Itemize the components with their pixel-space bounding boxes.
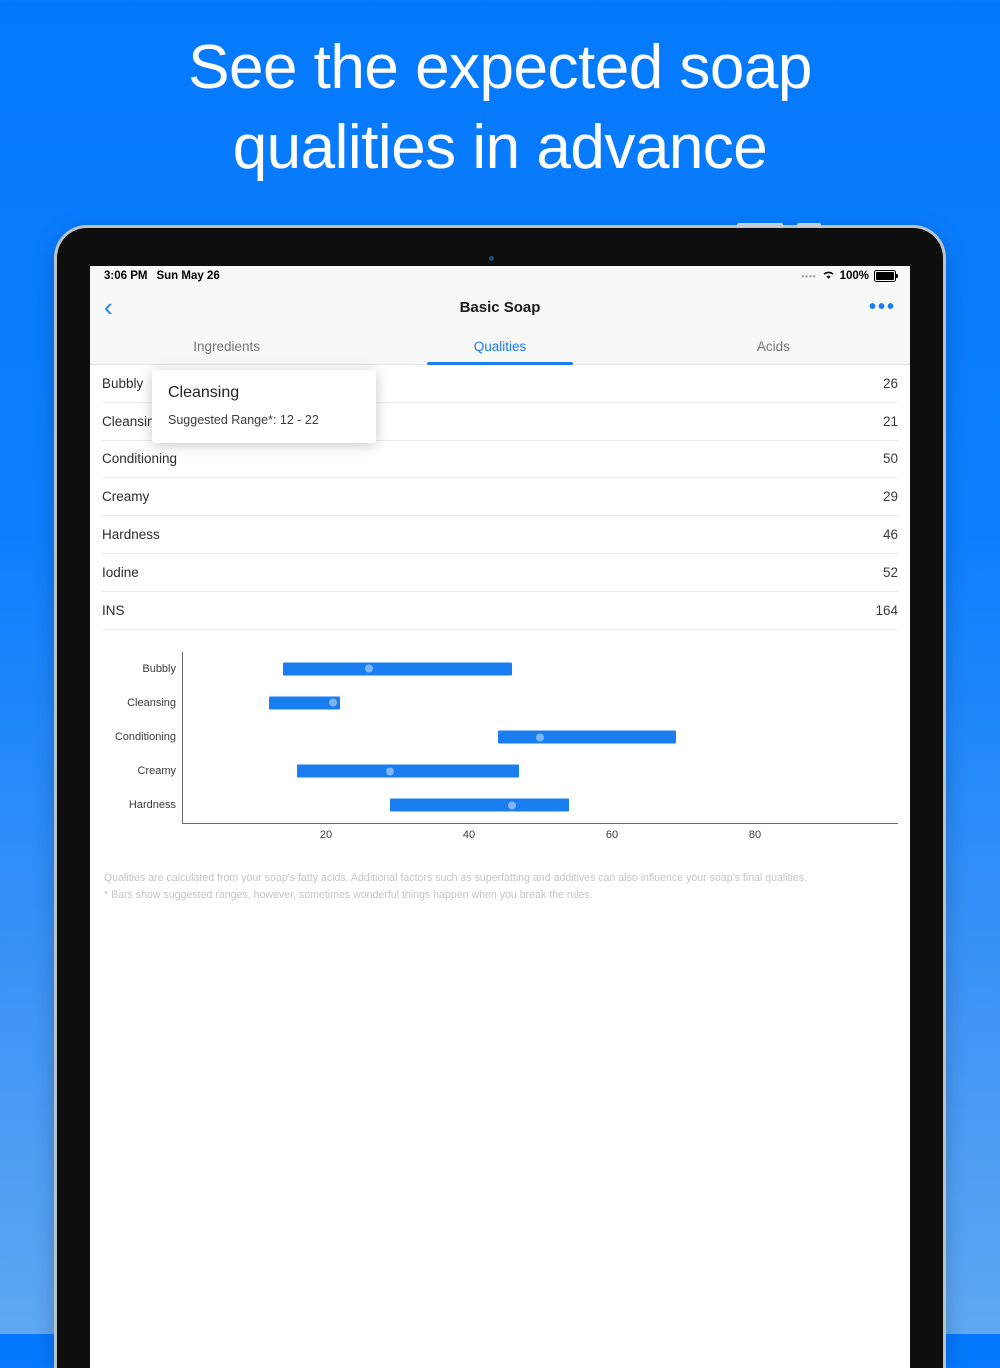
chart-range-bar[interactable] [297,764,520,778]
chart-x-tick: 40 [462,828,476,841]
quality-value: 52 [882,564,898,580]
volume-button[interactable] [737,223,783,227]
footnote-line-1: Qualities are calculated from your soap'… [104,871,808,884]
chart-range-bar[interactable] [268,696,341,710]
quality-name: Iodine [102,564,139,580]
chart-y-label: Hardness [128,799,176,812]
signal-dots-icon: •••• [801,271,817,281]
battery-percent-label: 100% [839,270,869,282]
quality-value: 29 [882,489,898,505]
chart-range-bar[interactable] [283,662,512,676]
chart-y-label: Cleansing [127,696,176,709]
qualities-range-chart: Bubbly Cleansing Conditioning Creamy Hardnes… [102,651,898,852]
table-row[interactable]: Cleansing 21 [102,403,898,441]
more-horizontal-icon[interactable]: ••• [868,296,896,318]
tab-qualities[interactable]: Qualities [363,328,636,364]
quality-tooltip-popover: Cleansing Suggested Range*: 12 - 22 [152,370,376,443]
chart-value-marker[interactable] [386,767,395,776]
status-bar: 3:06 PM Sun May 26 •••• 100% [90,266,910,286]
tooltip-suggested-range: Suggested Range*: 12 - 22 [168,413,319,427]
chart-value-marker[interactable] [536,733,545,742]
quality-name: Hardness [102,527,160,543]
chart-x-tick: 20 [319,828,333,841]
footnote-line-2: * Bars show suggested ranges, however, s… [104,888,593,901]
chart-x-tick: 80 [748,828,762,841]
battery-full-icon [874,270,898,282]
chart-y-label: Creamy [137,765,176,778]
quality-name: Cleansing [102,413,163,429]
table-row[interactable]: Conditioning 50 [102,441,898,479]
quality-value: 164 [875,602,898,618]
front-camera-icon [482,248,518,279]
page-headline: See the expected soap qualities in advan… [0,28,1000,188]
quality-name: INS [102,602,125,618]
headline-line-2: qualities in advance [232,113,768,182]
chart-plot-area: Bubbly Cleansing Conditioning Creamy Hardnes… [115,651,898,841]
power-button[interactable] [797,223,821,227]
chart-footnotes: Qualities are calculated from your soap'… [104,870,896,904]
tab-acids[interactable]: Acids [756,338,790,354]
headline-line-1: See the expected soap [188,33,812,102]
chart-x-tick: 60 [605,828,619,841]
quality-value: 46 [882,527,898,543]
table-row[interactable]: Bubbly 26 [102,365,898,403]
table-row[interactable]: Creamy 29 [102,478,898,517]
tab-ingredients[interactable]: Ingredients [193,338,261,354]
tablet-device-frame: 3:06 PM Sun May 26 •••• 100% ‹ Basic Soa… [57,223,943,1368]
quality-name: Creamy [102,489,150,505]
page-title: Basic Soap [459,298,541,316]
status-time: 3:06 PM [104,270,148,282]
quality-value: 50 [882,451,898,467]
chart-value-marker[interactable] [364,664,373,673]
status-date: Sun May 26 [156,270,220,282]
chart-range-bar[interactable] [497,730,677,744]
tooltip-title: Cleansing [168,384,240,401]
chart-y-label: Bubbly [142,662,176,675]
chart-value-marker[interactable] [507,801,516,810]
table-row[interactable]: INS 164 [102,592,898,630]
chart-range-bar[interactable] [390,798,570,812]
quality-name: Bubbly [102,375,144,391]
tab-bar: Ingredients Qualities Acids [90,328,910,365]
chevron-left-icon[interactable]: ‹ [104,292,113,322]
table-row[interactable]: Iodine 52 [102,554,898,592]
quality-name: Conditioning [102,451,178,467]
chart-value-marker[interactable] [329,698,338,707]
qualities-table: Bubbly 26 Cleansing 21 Conditioning 50 C… [90,365,910,630]
navigation-bar: ‹ Basic Soap ••• [90,286,910,328]
quality-value: 21 [882,413,898,429]
quality-value: 26 [882,375,898,391]
chart-y-label: Conditioning [114,731,176,744]
tablet-screen: 3:06 PM Sun May 26 •••• 100% ‹ Basic Soa… [90,266,910,1368]
table-row[interactable]: Hardness 46 [102,516,898,554]
wifi-icon [822,270,835,283]
